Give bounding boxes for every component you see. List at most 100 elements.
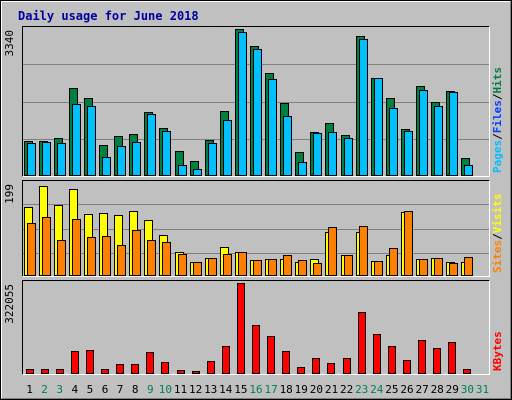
- plot-border-dark: [22, 280, 490, 375]
- legend-kbytes: KBytes: [491, 331, 504, 371]
- bar-kbytes-kbytes-day-13: [207, 361, 215, 374]
- x-axis: 1 2 3 4 5 6 7 8 9 10 11 12 13 14 15 16 17 18 19 20 21 22 23 24 2…: [26, 383, 489, 396]
- bar-visits-sites-day-19: [298, 260, 307, 276]
- bar-kbytes-kbytes-day-23: [358, 312, 366, 374]
- bar-hits-files-day-11: [178, 165, 187, 176]
- bar-visits-sites-day-27: [419, 259, 428, 276]
- x-tick-label-day-17: 17: [264, 383, 277, 396]
- bar-hits-files-day-2: [42, 142, 51, 176]
- x-tick-label-day-27: 27: [415, 383, 428, 396]
- x-tick-label-day-19: 19: [295, 383, 308, 396]
- panel-kbytes: 322055 KBytes: [3, 280, 504, 375]
- legend-item-hits: Hits: [491, 67, 504, 94]
- bar-visits-sites-day-22: [344, 255, 353, 276]
- bar-hits-files-day-4: [72, 104, 81, 176]
- legend-item-pages: Pages: [491, 140, 504, 173]
- bar-visits-sites-day-24: [374, 261, 383, 276]
- bar-kbytes-kbytes-day-24: [373, 334, 381, 374]
- bar-kbytes-kbytes-day-14: [222, 346, 230, 374]
- bar-hits-files-day-17: [268, 79, 277, 176]
- bar-visits-sites-day-3: [57, 240, 66, 276]
- plot-border-light: [22, 180, 490, 277]
- plot-border-dark: [22, 26, 490, 177]
- panel-visits: 199 Sites/Visits: [3, 180, 504, 277]
- bar-visits-sites-day-23: [359, 226, 368, 276]
- bar-visits-sites-day-10: [162, 242, 171, 276]
- bar-kbytes-kbytes-day-26: [403, 360, 411, 374]
- x-tick-label-day-16: 16: [249, 383, 262, 396]
- x-tick-label-day-6: 6: [102, 383, 109, 396]
- x-tick-label-day-11: 11: [174, 383, 187, 396]
- plot-border-light: [22, 280, 490, 375]
- bar-visits-sites-day-28: [434, 258, 443, 276]
- bar-visits-sites-day-17: [268, 259, 277, 276]
- x-tick-label-day-5: 5: [87, 383, 94, 396]
- bar-kbytes-kbytes-day-27: [418, 340, 426, 374]
- bar-kbytes-kbytes-day-15: [237, 283, 245, 374]
- bar-kbytes-kbytes-day-6: [101, 369, 109, 374]
- x-tick-label-day-24: 24: [370, 383, 384, 396]
- y-max-label: 199: [3, 184, 16, 204]
- bar-visits-sites-day-9: [147, 240, 156, 276]
- plot-border-light: [22, 26, 490, 177]
- bar-kbytes-kbytes-day-1: [26, 369, 34, 374]
- bar-hits-files-day-18: [283, 116, 292, 176]
- bar-hits-files-day-15: [238, 32, 247, 176]
- x-tick-label-day-9: 9: [147, 383, 154, 396]
- x-tick-label-day-22: 22: [340, 383, 353, 396]
- bar-visits-sites-day-21: [328, 227, 337, 276]
- x-tick-label-day-7: 7: [117, 383, 124, 396]
- legend-separator: /: [491, 93, 504, 100]
- bar-visits-sites-day-15: [238, 252, 247, 276]
- x-tick-label-day-30: 30: [461, 383, 474, 396]
- bar-hits-files-day-29: [449, 92, 458, 176]
- bar-visits-sites-day-26: [404, 211, 413, 276]
- bar-hits-files-day-30: [464, 165, 473, 176]
- chart-title: Daily usage for June 2018: [18, 9, 199, 23]
- bar-hits-files-day-8: [132, 142, 141, 176]
- bar-hits-files-day-6: [102, 157, 111, 176]
- bar-hits-files-day-9: [147, 114, 156, 176]
- bar-visits-sites-day-20: [313, 263, 322, 276]
- x-tick-label-day-29: 29: [446, 383, 459, 396]
- bar-visits-sites-day-18: [283, 255, 292, 276]
- bar-kbytes-kbytes-day-20: [312, 358, 320, 374]
- legend-item-visits: Visits: [491, 194, 504, 234]
- x-tick-label-day-25: 25: [385, 383, 398, 396]
- bar-kbytes-kbytes-day-30: [463, 369, 471, 374]
- bar-hits-files-day-23: [359, 39, 368, 176]
- bar-hits-files-day-12: [193, 169, 202, 176]
- bar-hits-files-day-28: [434, 106, 443, 176]
- x-tick-label-day-3: 3: [56, 383, 63, 396]
- bar-kbytes-kbytes-day-5: [86, 350, 94, 374]
- legend-visits: Sites/Visits: [491, 194, 504, 274]
- x-tick-label-day-28: 28: [431, 383, 444, 396]
- x-tick-label-day-8: 8: [132, 383, 139, 396]
- bar-kbytes-kbytes-day-19: [297, 367, 305, 374]
- bar-hits-files-day-27: [419, 90, 428, 176]
- bar-visits-sites-day-6: [102, 236, 111, 276]
- x-tick-label-day-26: 26: [400, 383, 413, 396]
- bar-hits-files-day-20: [313, 133, 322, 176]
- bar-hits-files-day-26: [404, 131, 413, 176]
- bar-visits-sites-day-13: [208, 258, 217, 276]
- bar-kbytes-kbytes-day-2: [41, 369, 49, 374]
- bar-visits-sites-day-1: [27, 223, 36, 276]
- bar-hits-files-day-5: [87, 106, 96, 176]
- bar-kbytes-kbytes-day-7: [116, 364, 124, 374]
- legend-item-sites: Sites: [491, 240, 504, 273]
- bar-visits-sites-day-2: [42, 217, 51, 276]
- bar-hits-files-day-24: [374, 78, 383, 176]
- bar-kbytes-kbytes-day-17: [267, 336, 275, 374]
- bar-hits-files-day-22: [344, 138, 353, 176]
- bar-kbytes-kbytes-day-25: [388, 346, 396, 374]
- bar-visits-sites-day-30: [464, 257, 473, 276]
- x-tick-label-day-12: 12: [189, 383, 202, 396]
- bar-visits-sites-day-12: [193, 262, 202, 276]
- bar-visits-sites-day-5: [87, 237, 96, 276]
- bar-kbytes-kbytes-day-21: [327, 363, 335, 374]
- x-tick-label-day-1: 1: [26, 383, 33, 396]
- legend-separator: /: [491, 133, 504, 140]
